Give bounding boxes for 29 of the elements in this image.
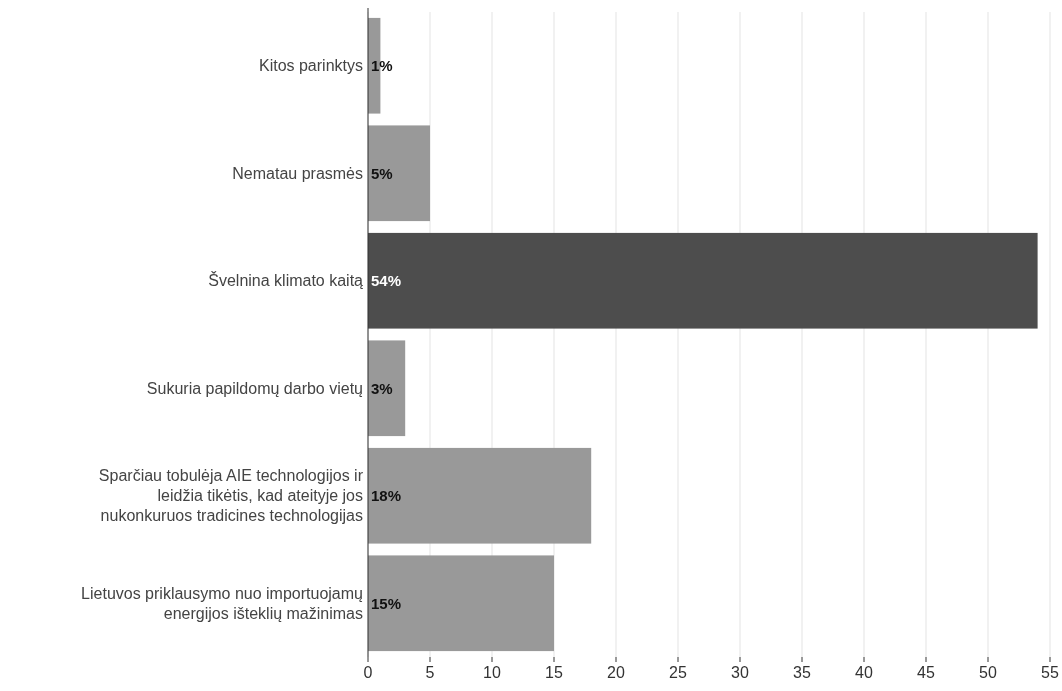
x-tick-label: 35 <box>793 664 811 681</box>
data-label: 15% <box>371 594 402 612</box>
x-tick-label: 5 <box>425 664 435 681</box>
x-tick-label: 25 <box>669 664 687 681</box>
data-label: 3% <box>371 379 393 397</box>
x-tick-label: 55 <box>1041 664 1059 681</box>
x-tick-label: 0 <box>363 664 373 681</box>
y-tick-label: Sukuria papildomų darbo vietų <box>146 379 364 397</box>
y-tick-label: Kitos parinktys <box>258 57 363 75</box>
y-tick-label: Lietuvos priklausymo nuo importuojamų energijos išteklių mažinimas <box>81 584 364 622</box>
x-tick-label: 10 <box>483 664 501 681</box>
data-label: 54% <box>371 272 402 289</box>
x-tick-label: 40 <box>855 664 873 681</box>
bar <box>368 125 430 222</box>
bar <box>368 340 406 437</box>
data-label: 18% <box>371 487 402 504</box>
bar <box>368 232 1038 329</box>
data-label: 5% <box>371 164 393 182</box>
y-tick-label: Švelnina klimato kaitą <box>208 271 364 290</box>
bar <box>368 447 592 544</box>
y-tick-label: Sparčiau tobulėja AIE technologijos ir leidžia tikėtis, kad ateityje jos nukonkuruos tradicines technologijas <box>98 467 364 525</box>
x-tick-label: 20 <box>607 664 625 681</box>
x-tick-label: 50 <box>979 664 997 681</box>
x-tick-label: 15 <box>545 664 563 681</box>
x-tick-label: 30 <box>731 664 749 681</box>
data-label: 1% <box>371 57 393 74</box>
y-tick-label: Nematau prasmės <box>232 164 363 182</box>
bar <box>368 555 554 652</box>
x-tick-label: 45 <box>917 664 935 681</box>
